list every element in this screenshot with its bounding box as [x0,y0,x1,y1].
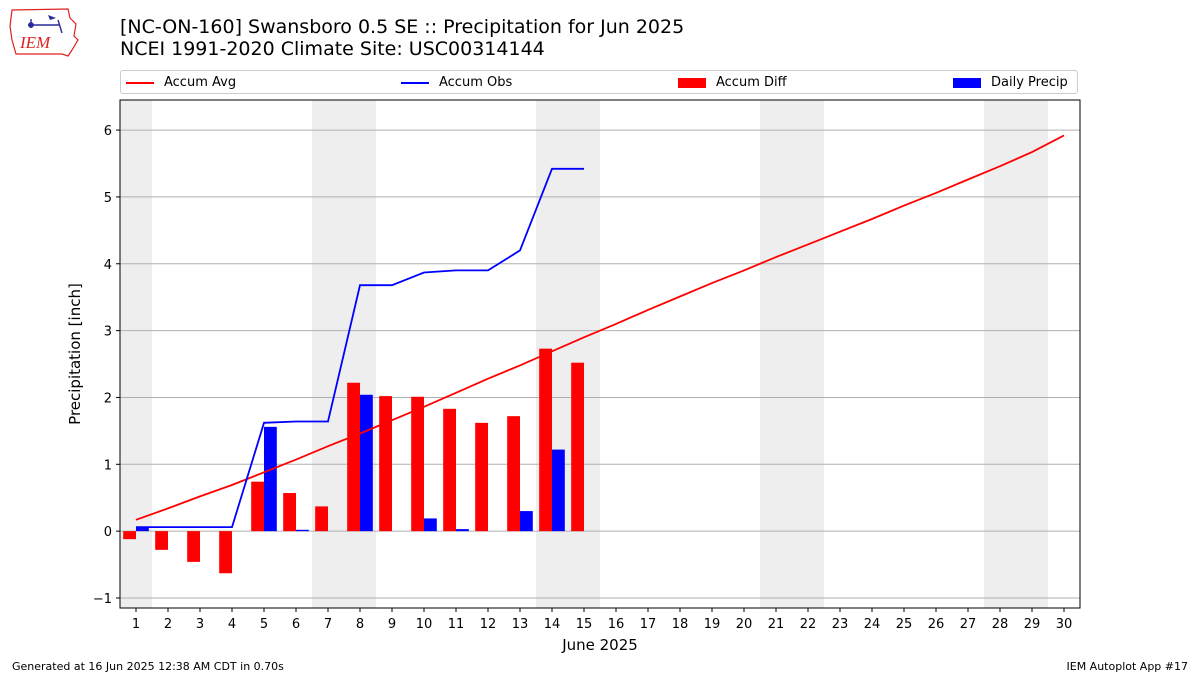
weekend-shade [120,100,152,608]
accum-diff-bar [283,493,296,532]
daily-precip-bar [136,527,149,532]
accum-diff-bar [187,531,200,562]
x-tick-label: 22 [800,617,817,632]
x-tick-label: 26 [928,617,945,632]
x-tick-label: 3 [196,617,204,632]
legend-item-accum-avg: Accum Avg [126,74,236,92]
plot-frame [119,99,1081,609]
y-tick-label: 1 [104,458,112,473]
y-tick-label: 6 [104,124,112,139]
legend-item-daily-precip: Daily Precip [953,74,1068,92]
accum-diff-bar [411,396,424,532]
legend-swatch-bar [678,78,706,88]
x-tick-label: 30 [1056,617,1073,632]
accum-avg-line [135,134,1065,521]
footer-app: IEM Autoplot App #17 [1066,660,1189,673]
x-tick-label: 15 [576,617,593,632]
x-tick-label: 12 [480,617,497,632]
chart-title: [NC-ON-160] Swansboro 0.5 SE :: Precipit… [120,16,684,60]
legend-label: Accum Diff [716,75,787,90]
weekend-shade [984,100,1048,608]
x-tick-label: 9 [388,617,396,632]
x-tick-label: 10 [416,617,433,632]
accum-obs-line [136,167,584,528]
accum-diff-bar [219,531,232,574]
x-tick-label: 16 [608,617,625,632]
x-tick-label: 13 [512,617,529,632]
daily-precip-bar [424,518,437,532]
legend-label: Daily Precip [991,75,1068,90]
accum-diff-bar [507,416,520,532]
x-tick-label: 1 [132,617,140,632]
legend-swatch-line [401,82,429,84]
accum-diff-bar [123,531,136,540]
weekend-shading [120,100,1048,608]
x-tick-label: 2 [164,617,172,632]
accum-diff-bar [347,382,360,532]
x-tick-label: 28 [992,617,1009,632]
daily-precip-bar [360,394,373,532]
y-tick-label: −1 [93,592,112,607]
y-tick-label: 3 [104,325,112,340]
accum-diff-bar [155,531,168,550]
x-tick-label: 11 [448,617,465,632]
legend-label: Accum Avg [164,75,237,90]
x-tick-label: 29 [1024,617,1041,632]
accum-diff-bar [315,506,328,532]
grid-lines [120,129,1080,599]
title-line-1: [NC-ON-160] Swansboro 0.5 SE :: Precipit… [120,16,685,38]
weekend-shade [760,100,824,608]
x-tick-label: 20 [736,617,753,632]
x-axis-label: June 2025 [561,636,638,654]
daily-precip-bar [520,511,533,532]
accum-diff-bar [379,396,392,532]
footer-generated: Generated at 16 Jun 2025 12:38 AM CDT in… [12,660,284,673]
accum-diff-bar [443,408,456,532]
accum-diff-bar [475,422,488,532]
legend-item-accum-diff: Accum Diff [678,74,787,92]
legend-label: Accum Obs [439,75,513,90]
iem-logo-graphic: IEM [9,8,79,57]
y-tick-label: 2 [104,391,112,406]
accum-diff-bar [571,362,584,532]
y-tick-label: 5 [104,191,112,206]
state-outline-shape [9,8,79,57]
accum-diff-bar [251,481,264,532]
x-tick-label: 24 [864,617,881,632]
x-tick-label: 6 [292,617,300,632]
bars [123,348,584,574]
daily-precip-bar [456,529,469,532]
title-line-2: NCEI 1991-2020 Climate Site: USC00314144 [120,38,545,60]
x-tick-label: 5 [260,617,268,632]
accum-diff-bar [539,348,552,532]
x-tick-label: 21 [768,617,785,632]
y-tick-label: 0 [104,525,112,540]
x-tick-label: 4 [228,617,236,632]
x-tick-label: 23 [832,617,849,632]
x-tick-label: 18 [672,617,689,632]
x-tick-label: 19 [704,617,721,632]
chart-legend: Accum Avg Accum Obs Accum Diff Daily Pre… [120,70,1078,94]
x-tick-label: 27 [960,617,977,632]
daily-precip-bar [296,529,309,532]
x-tick-label: 14 [544,617,561,632]
y-tick-label: 4 [104,258,112,273]
logo-text: IEM [19,33,51,52]
daily-precip-bar [552,449,565,532]
x-tick-label: 7 [324,617,332,632]
legend-swatch-bar [953,78,981,88]
iem-logo: IEM [8,6,80,58]
legend-swatch-line [126,82,154,84]
x-tick-label: 25 [896,617,913,632]
daily-precip-bar [264,426,277,532]
x-tick-label: 17 [640,617,657,632]
y-axis-label: Precipitation [inch] [66,283,84,425]
x-tick-label: 8 [356,617,364,632]
series-lines [135,134,1065,528]
legend-item-accum-obs: Accum Obs [401,74,512,92]
